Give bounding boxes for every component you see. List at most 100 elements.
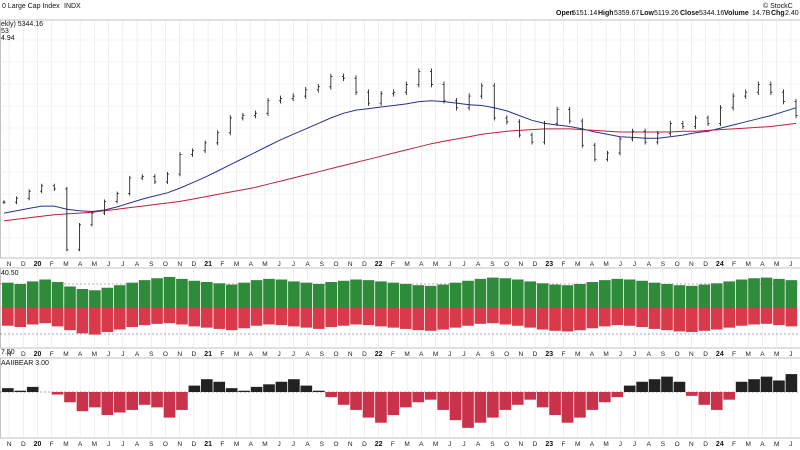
x-tick-label: F xyxy=(220,351,224,358)
sentiment-bar-negative xyxy=(176,392,188,410)
x-tick-label: N xyxy=(177,351,182,358)
sentiment-bar-positive xyxy=(636,381,648,392)
x-tick-label: S xyxy=(149,261,154,268)
breadth-bar-positive xyxy=(648,282,661,308)
x-tick-label: M xyxy=(774,261,779,268)
x-tick-label: M xyxy=(63,441,68,448)
price-legend: ekly) 5344.16 xyxy=(1,21,43,28)
breadth-bar-negative xyxy=(636,308,648,327)
x-tick-label: M xyxy=(92,261,97,268)
x-axis-bottom: N D 20 F M A M J J A S O N D 21 F M A M J J A S O N D 22 F M A M J J A S O N… xyxy=(7,441,793,448)
sentiment-bar-negative xyxy=(64,392,76,403)
breadth-bar-negative xyxy=(412,308,425,331)
price-bar xyxy=(304,87,308,99)
x-tick-label: S xyxy=(320,261,325,268)
x-tick-label: J xyxy=(107,441,110,448)
x-tick-label: J xyxy=(292,261,295,268)
breadth-bar-positive xyxy=(773,278,785,308)
sentiment-bar-negative xyxy=(424,392,437,400)
ohlc-readout: Open 5151.14 High 5359.67 Low 5119.26 Cl… xyxy=(556,10,799,17)
price-bar xyxy=(530,132,534,145)
breadth-bar-negative xyxy=(2,308,14,326)
breadth-bar-positive xyxy=(673,285,686,308)
breadth-bar-negative xyxy=(400,308,412,329)
svg-text:5151.14: 5151.14 xyxy=(572,10,597,17)
breadth-bar-negative xyxy=(661,308,673,331)
x-tick-label: S xyxy=(490,441,495,448)
price-bar xyxy=(605,150,609,162)
x-tick-label: M xyxy=(575,441,580,448)
x-tick-label: 24 xyxy=(716,351,724,358)
breadth-bar-positive xyxy=(524,281,537,308)
x-tick-label: M xyxy=(92,351,97,358)
breadth-bar-positive xyxy=(300,282,313,308)
breadth-bar-negative xyxy=(449,308,462,328)
sentiment-bar-negative xyxy=(449,392,462,421)
x-tick-label: S xyxy=(661,261,666,268)
x-tick-label: F xyxy=(732,351,736,358)
sentiment-bar-negative xyxy=(511,392,524,405)
breadth-bar-positive xyxy=(126,282,139,308)
x-tick-label: A xyxy=(647,261,652,268)
x-tick-label: N xyxy=(348,261,353,268)
breadth-bar-positive xyxy=(474,278,487,308)
price-bar xyxy=(404,81,408,96)
x-tick-label: A xyxy=(590,441,595,448)
x-tick-label: M xyxy=(262,261,267,268)
sentiment-bar-negative xyxy=(375,392,387,423)
breadth-bar-negative xyxy=(250,308,263,326)
x-tick-label: J xyxy=(292,441,295,448)
x-tick-label: M xyxy=(774,351,779,358)
breadth-bar-positive xyxy=(113,285,126,308)
price-bar xyxy=(165,171,169,184)
breadth-bar-negative xyxy=(263,308,275,325)
sentiment-bar-negative xyxy=(362,392,375,418)
x-tick-label: J xyxy=(619,351,622,358)
panel3-label: AAIIBEAR 3.00 xyxy=(1,360,49,367)
breadth-bar-positive xyxy=(511,279,524,308)
sentiment-bar-negative xyxy=(698,392,711,405)
x-tick-label: O xyxy=(334,441,339,448)
sentiment-bar-positive xyxy=(648,379,661,392)
x-tick-label: J xyxy=(619,261,622,268)
price-bar xyxy=(203,140,207,154)
breadth-bar-positive xyxy=(76,289,89,308)
breadth-bar-negative xyxy=(375,308,387,327)
x-tick-label: J xyxy=(278,261,281,268)
breadth-bar-positive xyxy=(785,280,798,308)
x-tick-label: A xyxy=(760,351,765,358)
breadth-bar-negative xyxy=(126,308,139,327)
x-tick-label: A xyxy=(135,261,140,268)
x-tick-label: J xyxy=(121,441,124,448)
breadth-bar-positive xyxy=(400,283,412,308)
x-tick-label: F xyxy=(391,351,395,358)
breadth-bar-positive xyxy=(325,282,338,308)
x-tick-label: S xyxy=(661,351,666,358)
ma2-legend: 4.94 xyxy=(1,35,15,42)
breadth-bar-negative xyxy=(64,308,76,331)
price-bar xyxy=(77,223,81,252)
breadth-bar-negative xyxy=(275,308,288,326)
price-bar xyxy=(291,93,295,102)
breadth-bar-positive xyxy=(337,280,350,308)
x-tick-label: D xyxy=(703,351,708,358)
breadth-bar-negative xyxy=(549,308,561,331)
breadth-bar-positive xyxy=(176,278,188,308)
x-tick-label: J xyxy=(462,441,465,448)
sentiment-bar-positive xyxy=(250,386,263,392)
x-tick-label: F xyxy=(50,351,54,358)
x-tick-label: J xyxy=(448,441,451,448)
x-tick-label: F xyxy=(732,261,736,268)
price-bar xyxy=(769,81,773,96)
breadth-bar-negative xyxy=(288,308,300,327)
x-tick-label: S xyxy=(320,441,325,448)
brand-label: © StockC xyxy=(763,2,793,10)
x-tick-label: A xyxy=(78,351,83,358)
price-bar xyxy=(618,136,622,156)
sentiment-bar-negative xyxy=(350,392,362,410)
x-tick-label: O xyxy=(504,351,509,358)
svg-text:5119.26: 5119.26 xyxy=(654,10,679,17)
x-tick-label: O xyxy=(334,261,339,268)
sentiment-bar-negative xyxy=(710,392,723,410)
sentiment-bar-positive xyxy=(225,388,238,392)
